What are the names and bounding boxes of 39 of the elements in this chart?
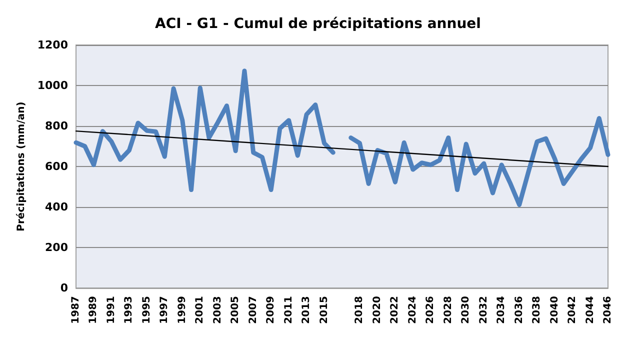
x-tick-label: 2030: [460, 296, 472, 324]
x-tick-label: 2013: [301, 296, 312, 324]
x-tick-label: 1991: [106, 296, 117, 324]
x-tick-label: 2036: [514, 296, 525, 324]
x-tick-label: 2020: [372, 296, 383, 324]
x-tick-label: 2003: [212, 296, 224, 324]
x-tick-label: 2015: [318, 296, 330, 324]
y-tick-label: 200: [45, 241, 68, 254]
x-tick-label: 2034: [496, 296, 508, 324]
x-tick-label: 2022: [390, 296, 401, 324]
y-tick-label: 1200: [37, 38, 68, 52]
x-tick-label: 2024: [407, 296, 418, 324]
y-tick-label: 800: [45, 120, 68, 132]
x-tick-label: 1993: [124, 296, 135, 324]
x-tick-label: 2011: [283, 296, 294, 324]
x-tick-label: 1999: [176, 296, 188, 324]
x-tick-label: 1997: [159, 296, 170, 324]
x-tick-label: 1987: [70, 296, 82, 324]
x-tick-label: 2038: [532, 296, 543, 324]
x-tick-label: 2009: [266, 296, 277, 324]
y-tick-label: 1000: [37, 79, 68, 92]
x-tick-label: 2040: [549, 296, 560, 324]
x-tick-label: 2005: [230, 296, 242, 324]
x-tick-label: 2001: [194, 296, 206, 324]
x-tick-label: 2046: [602, 296, 614, 324]
y-axis-title: Précipitations (mm/an): [16, 102, 27, 232]
x-tick-label: 2028: [442, 296, 454, 324]
x-tick-label: 1995: [141, 296, 152, 324]
x-tick-label: 2007: [248, 296, 259, 324]
x-tick-label: 2032: [478, 296, 490, 324]
x-tick-label: 2018: [354, 296, 366, 324]
y-tick-label: 0: [60, 282, 68, 294]
y-tick-label: 400: [45, 200, 68, 214]
x-tick-label: 1989: [88, 296, 100, 324]
y-tick-label: 600: [45, 160, 68, 173]
x-tick-label: 2026: [425, 296, 436, 324]
chart-title: ACI - G1 - Cumul de précipitations annuel: [155, 16, 481, 32]
x-tick-label: 2042: [567, 296, 578, 324]
x-tick-label: 2044: [584, 296, 596, 324]
